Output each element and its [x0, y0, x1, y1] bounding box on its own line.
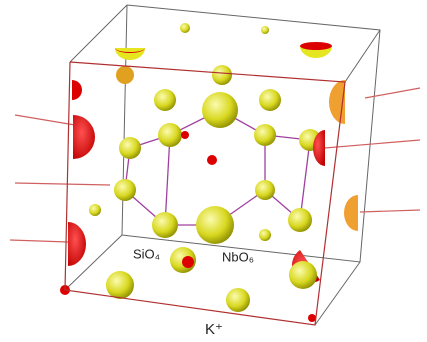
page: SiO₄ NbO₆ K⁺ (() => { const data = JSON.… — [0, 0, 427, 342]
nbo6-label: NbO₆ — [222, 249, 254, 264]
sio4-label: SiO₄ — [133, 246, 160, 261]
k-label: K⁺ — [205, 321, 223, 338]
structure-figure: SiO₄ NbO₆ K⁺ — [0, 0, 427, 342]
atoms — [60, 23, 358, 322]
